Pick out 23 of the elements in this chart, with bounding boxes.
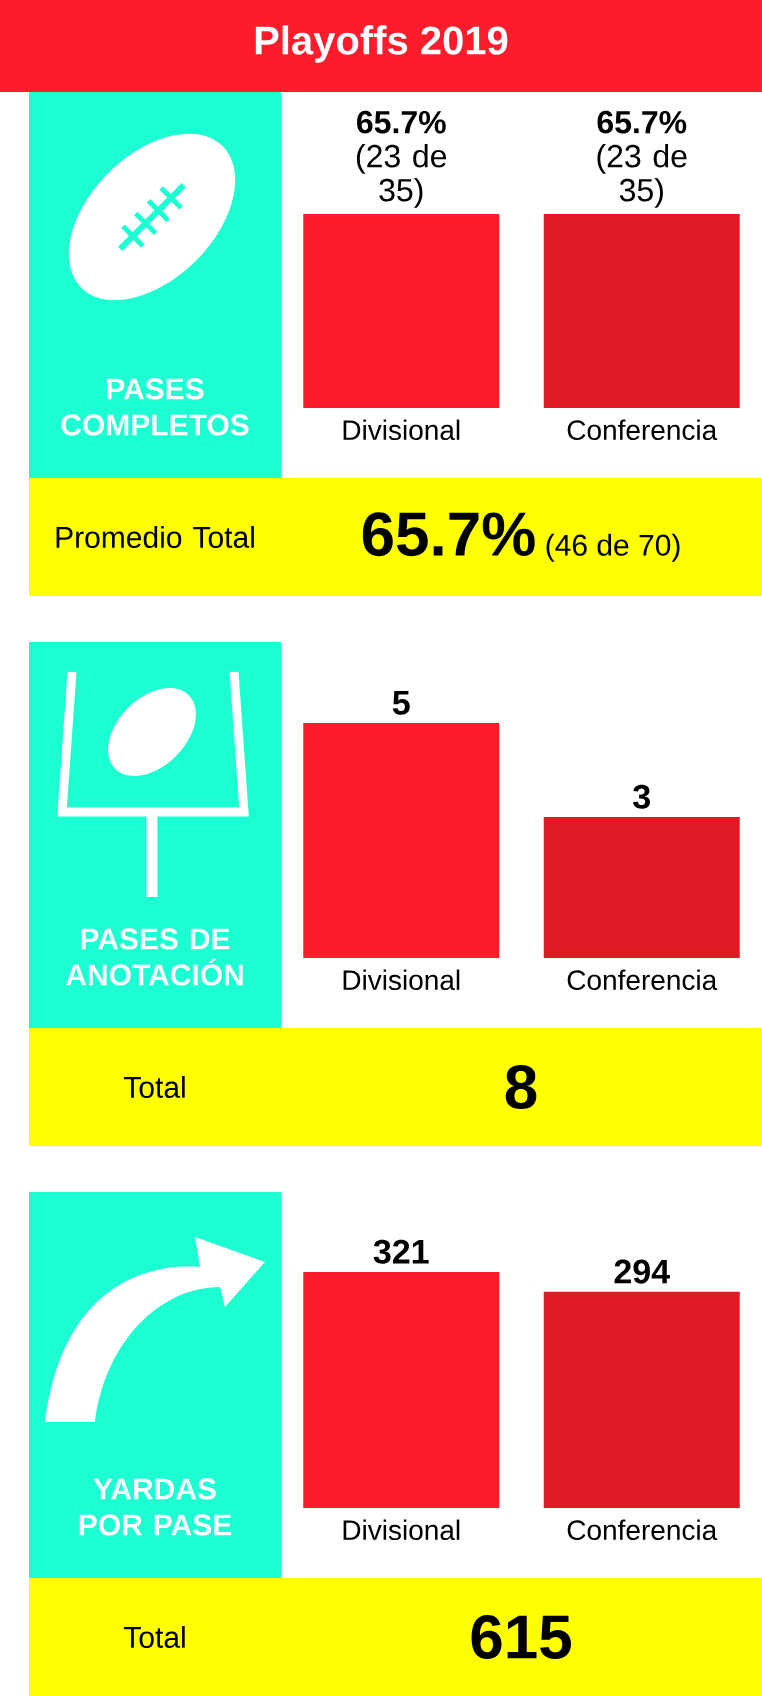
text: Total <box>123 1625 185 1648</box>
data-label: 65.7% (23 de 35) <box>356 110 447 208</box>
x-tick-label: Divisional <box>343 1519 460 1541</box>
x-tick-label: Divisional <box>343 969 460 991</box>
x-tick-label: Divisional <box>343 419 460 441</box>
data-label: 65.7% (23 de 35) <box>597 110 687 208</box>
text: Promedio Total <box>56 525 254 549</box>
text: YARDAS POR PASE <box>79 1478 232 1536</box>
text: 615 <box>471 1615 571 1659</box>
x-tick-label: Conferencia <box>567 1519 718 1541</box>
text: PASES COMPLETOS <box>61 378 249 436</box>
text: Playoffs 2019 <box>255 25 508 63</box>
data-label: 3 <box>633 784 650 809</box>
text: 65.7% <box>362 512 535 557</box>
data-label: 5 <box>392 691 410 715</box>
x-tick-label: Conferencia <box>567 969 718 991</box>
text: (46 de 70) <box>546 533 680 562</box>
data-label: 294 <box>614 1259 670 1284</box>
text: Total <box>123 1075 185 1099</box>
text: PASES DE ANOTACIÓN <box>66 928 243 986</box>
data-label: 321 <box>373 1239 429 1264</box>
text: 8 <box>505 1065 537 1109</box>
x-tick-label: Conferencia <box>567 419 718 441</box>
